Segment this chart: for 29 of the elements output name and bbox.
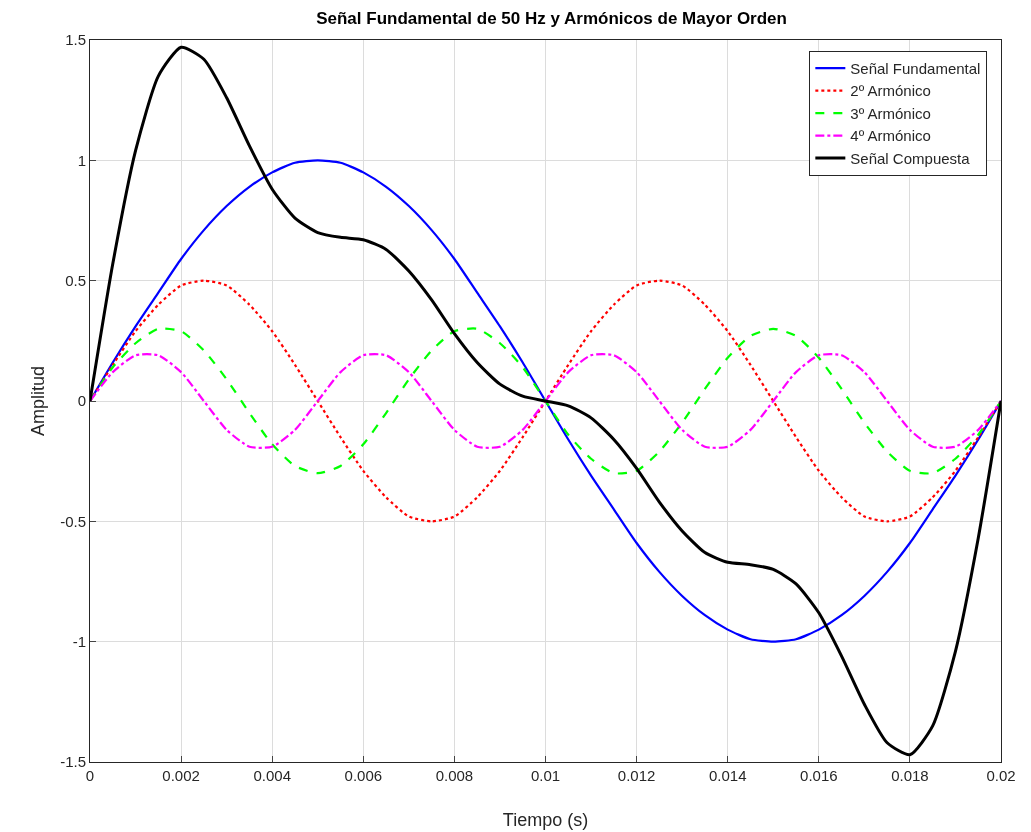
y-axis-title: Amplitud — [28, 365, 48, 437]
x-tick-label: 0.018 — [891, 767, 929, 784]
y-tick-label: 0 — [77, 392, 86, 410]
line-series — [90, 45, 1001, 757]
line-series — [90, 279, 1001, 523]
x-tick-label: 0.012 — [617, 767, 656, 784]
legend-label: Señal Fundamental — [850, 59, 981, 77]
y-tick-label: 1 — [77, 151, 86, 169]
legend-label: Señal Compuesta — [850, 149, 971, 167]
y-tick-label: -0.5 — [60, 512, 86, 530]
x-tick-label: 0.02 — [986, 767, 1016, 784]
x-tick-label: 0.016 — [800, 767, 838, 784]
legend-label: 4º Armónico — [850, 127, 931, 145]
y-tick-label: 0.5 — [65, 271, 86, 289]
x-tick-label: 0.002 — [162, 767, 200, 784]
x-axis-title: Tiempo (s) — [502, 810, 589, 830]
x-tick-label: 0.006 — [344, 767, 383, 784]
x-tick-label: 0.014 — [708, 767, 747, 784]
y-tick-label: -1.5 — [60, 753, 86, 771]
legend-label: 2º Armónico — [850, 82, 931, 100]
y-tick-label: 1.5 — [65, 31, 86, 49]
y-tick-label: -1 — [72, 632, 86, 650]
x-tick-label: 0.008 — [435, 767, 474, 784]
chart-title: Señal Fundamental de 50 Hz y Armónicos de Mayor Orden — [316, 9, 787, 29]
legend-label: 3º Armónico — [850, 104, 931, 122]
line-series — [90, 327, 1001, 475]
x-tick-label: 0.01 — [530, 767, 561, 784]
x-tick-label: 0.004 — [253, 767, 291, 784]
line-series — [90, 353, 1001, 449]
